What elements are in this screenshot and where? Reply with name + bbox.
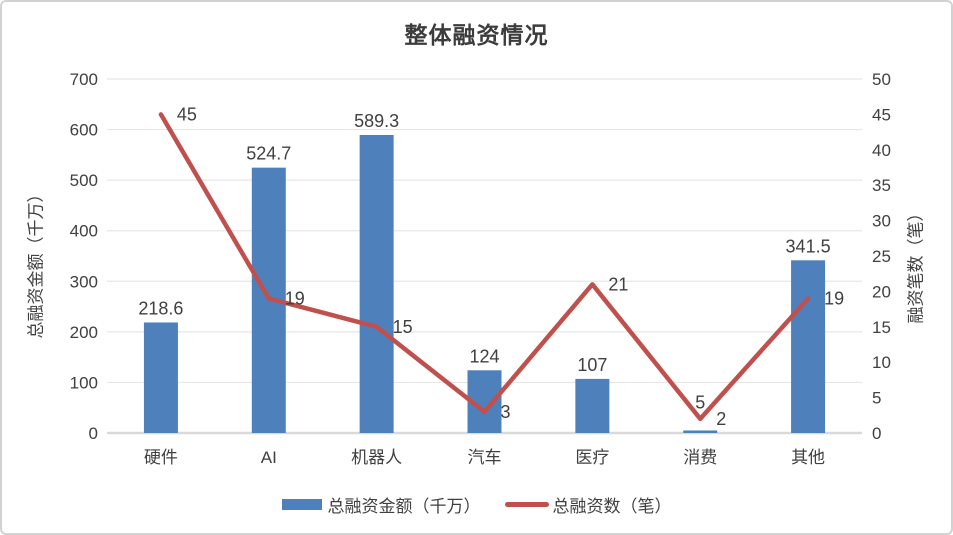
line-series-swatch-icon bbox=[504, 502, 549, 507]
left-axis-tick-label: 400 bbox=[70, 222, 98, 241]
category-label: 硬件 bbox=[144, 448, 178, 467]
line-value-label: 19 bbox=[285, 288, 305, 308]
left-axis-tick-label: 300 bbox=[70, 272, 98, 291]
legend-item-line: 总融资数（笔） bbox=[487, 492, 672, 517]
line-value-label: 15 bbox=[393, 317, 413, 337]
line-value-label: 21 bbox=[608, 274, 628, 294]
category-label: 汽车 bbox=[468, 448, 502, 467]
line-value-label: 19 bbox=[824, 288, 844, 308]
bar-value-label: 218.6 bbox=[138, 298, 183, 318]
bar-value-label: 341.5 bbox=[786, 236, 831, 256]
right-axis-tick-label: 20 bbox=[872, 282, 891, 301]
left-axis-tick-label: 0 bbox=[89, 424, 98, 443]
left-axis-tick-label: 200 bbox=[70, 323, 98, 342]
right-axis-tick-label: 45 bbox=[872, 105, 891, 124]
legend-bar-label: 总融资金额（千万） bbox=[327, 497, 481, 516]
bar bbox=[683, 430, 718, 433]
category-label: 消费 bbox=[683, 448, 717, 467]
bar-value-label: 524.7 bbox=[246, 144, 291, 164]
category-label: 机器人 bbox=[351, 448, 402, 467]
category-label: 其他 bbox=[791, 448, 825, 467]
bar bbox=[359, 134, 394, 433]
left-axis-tick-label: 100 bbox=[70, 373, 98, 392]
line-value-label: 45 bbox=[177, 104, 197, 124]
left-axis-tick-label: 500 bbox=[70, 171, 98, 190]
bar-value-label: 124 bbox=[469, 346, 499, 366]
bar-value-label: 589.3 bbox=[354, 111, 399, 131]
bar bbox=[791, 260, 826, 433]
right-axis-tick-label: 15 bbox=[872, 318, 891, 337]
bar-value-label: 107 bbox=[577, 355, 607, 375]
right-axis-tick-label: 25 bbox=[872, 247, 891, 266]
right-axis-tick-label: 5 bbox=[872, 389, 881, 408]
line-value-label: 2 bbox=[716, 409, 726, 429]
bar-series-swatch-icon bbox=[281, 499, 322, 510]
right-axis-tick-label: 50 bbox=[872, 70, 891, 89]
line-value-label: 3 bbox=[501, 402, 511, 422]
chart-title: 整体融资情况 bbox=[404, 22, 549, 48]
legend-line-label: 总融资数（笔） bbox=[552, 497, 672, 516]
bar bbox=[575, 378, 610, 433]
right-axis-tick-label: 30 bbox=[872, 212, 891, 231]
category-label: AI bbox=[261, 448, 277, 467]
legend-item-bar: 总融资金额（千万） bbox=[281, 492, 481, 517]
right-axis-tick-label: 35 bbox=[872, 176, 891, 195]
line-series bbox=[158, 112, 811, 422]
right-axis-tick-label: 40 bbox=[872, 141, 891, 160]
right-axis-tick-label: 10 bbox=[872, 353, 891, 372]
left-axis-tick-label: 700 bbox=[70, 70, 98, 89]
bar bbox=[143, 322, 178, 433]
bar-value-label: 5 bbox=[695, 392, 705, 412]
category-label: 医疗 bbox=[575, 448, 609, 467]
right-axis-tick-label: 0 bbox=[872, 424, 881, 443]
chart-legend: 总融资金额（千万） 总融资数（笔） bbox=[2, 492, 951, 517]
left-axis-tick-label: 600 bbox=[70, 121, 98, 140]
